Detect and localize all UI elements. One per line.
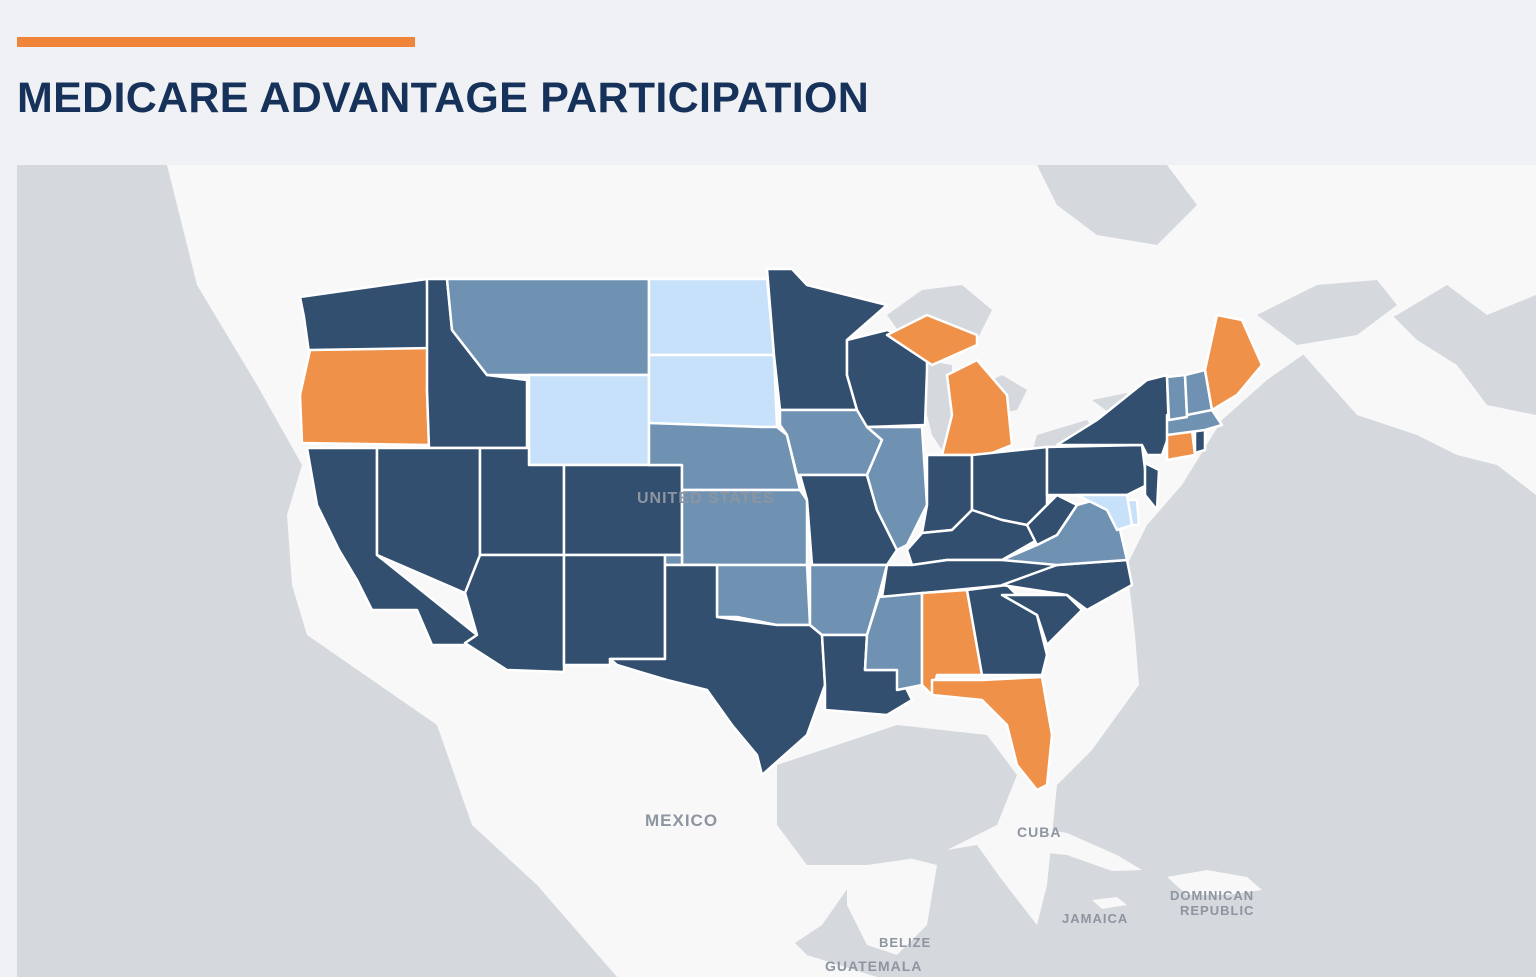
label-belize: BELIZE — [879, 935, 931, 950]
label-dominican-republic-line2: REPUBLIC — [1180, 903, 1254, 918]
state-ME[interactable] — [1203, 313, 1264, 412]
state-IL[interactable] — [865, 425, 929, 552]
title-accent-bar — [17, 37, 415, 47]
cuba-land — [977, 825, 1142, 871]
state-MI[interactable] — [885, 313, 1014, 457]
state-CO[interactable] — [562, 463, 684, 557]
mexico-land — [427, 645, 877, 977]
state-NJ[interactable] — [1143, 461, 1161, 512]
label-cuba: CUBA — [1017, 824, 1061, 840]
label-jamaica: JAMAICA — [1062, 911, 1128, 926]
label-united-states: UNITED STATES — [637, 490, 775, 507]
label-dominican-republic-line1: DOMINICAN — [1170, 888, 1254, 903]
state-WY[interactable] — [527, 373, 651, 467]
state-KS[interactable] — [680, 488, 809, 567]
label-mexico: MEXICO — [645, 811, 718, 830]
jamaica-land — [1092, 897, 1127, 909]
map-panel[interactable]: UNITED STATES MEXICO CUBA JAMAICA DOMINI… — [17, 165, 1536, 977]
baja-peninsula-land — [437, 655, 537, 865]
yucatan-land — [847, 855, 937, 955]
state-RI[interactable] — [1193, 428, 1207, 455]
state-OR[interactable] — [298, 346, 435, 447]
state-UT[interactable] — [478, 446, 566, 557]
label-guatemala: GUATEMALA — [825, 958, 922, 974]
gulf-st-lawrence-water — [1257, 280, 1397, 345]
state-VT[interactable] — [1165, 373, 1189, 422]
hudson-bay-water — [1037, 165, 1197, 245]
page-title: MEDICARE ADVANTAGE PARTICIPATION — [17, 74, 870, 122]
gulf-of-mexico-water — [777, 725, 1017, 865]
state-SC[interactable] — [1000, 593, 1084, 647]
hispaniola-land — [1167, 870, 1262, 895]
state-MD[interactable] — [1075, 493, 1134, 532]
state-PA[interactable] — [1045, 443, 1149, 497]
state-WV[interactable] — [1025, 493, 1079, 547]
greenland-newfoundland-land — [1277, 295, 1536, 495]
us-state-map[interactable]: UNITED STATES MEXICO CUBA JAMAICA DOMINI… — [17, 165, 1536, 977]
states-layer — [298, 267, 1264, 792]
state-FL[interactable] — [930, 675, 1054, 792]
state-ND[interactable] — [647, 277, 776, 357]
state-NM[interactable] — [562, 553, 667, 667]
state-SD[interactable] — [647, 353, 779, 429]
state-TX[interactable] — [608, 563, 827, 777]
state-MT[interactable] — [445, 277, 651, 377]
